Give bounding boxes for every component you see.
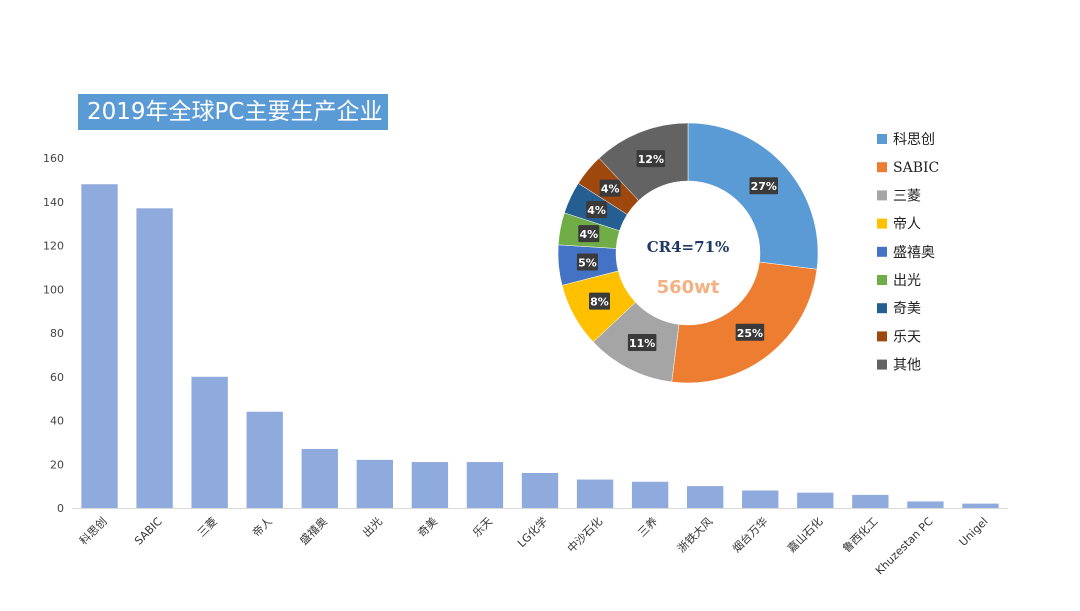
slice-value-label: 8% [590, 296, 609, 309]
bar-中沙石化 [576, 479, 614, 508]
x-tick-label: 嘉山石化 [784, 514, 825, 555]
x-tick-label: 烟台万华 [729, 514, 770, 555]
y-tick-label: 40 [50, 415, 64, 428]
bar-嘉山石化 [797, 492, 834, 508]
legend-swatch [877, 190, 887, 201]
bar-y-axis: 0 20 40 60 80 100 120 140 160 [43, 152, 64, 515]
legend-label: 出光 [893, 273, 921, 289]
x-tick-label: LG化学 [514, 514, 550, 550]
slice-value-label: 4% [579, 228, 598, 241]
legend-label: 科思创 [893, 132, 935, 148]
bar-x-axis: 科思创 SABIC 三菱 帝人 盛禧奥 出光 奇美 乐天 LG化学 中沙石化 三养 浙铁大风 烟台万华嘉… [72, 508, 1008, 578]
legend-label: 乐天 [893, 329, 921, 345]
x-tick-label: 盛禧奥 [297, 514, 330, 547]
slice-label-bg [735, 323, 765, 341]
slice-value-label: 11% [629, 337, 655, 350]
donut-center-total: 560wt [657, 277, 720, 298]
legend-label: SABIC [893, 160, 939, 176]
donut-chart: 27% 25% 11% 8% 5% 4% 4% 4% 12% CR4=71% 560wt [557, 122, 819, 384]
slice-value-label: 4% [587, 204, 606, 217]
x-tick-label: 三养 [635, 514, 660, 539]
x-tick-label: Unigel [957, 515, 991, 549]
slice-label-bg [586, 200, 608, 218]
slice-label-bg [576, 253, 598, 271]
y-tick-label: 0 [57, 502, 64, 515]
donut-center-cr: CR4=71% [647, 238, 730, 256]
x-tick-label: 浙铁大风 [674, 514, 715, 555]
y-tick-label: 80 [50, 327, 64, 340]
slice-label-bg [588, 292, 610, 310]
legend-swatch [877, 218, 887, 229]
y-tick-label: 60 [50, 371, 64, 384]
legend-label: 其他 [893, 358, 921, 374]
x-tick-label: 鲁西化工 [839, 514, 880, 555]
bar-帝人 [246, 411, 283, 508]
chart-title: 2019年全球PC主要生产企业 [78, 94, 388, 130]
bar-三养 [631, 481, 669, 508]
bar-奇美 [411, 462, 449, 508]
legend-swatch [877, 246, 887, 257]
bar-Unigel [962, 503, 999, 508]
legend-label: 奇美 [893, 300, 921, 317]
bar-三菱 [191, 376, 228, 508]
bar-LG化学 [521, 473, 559, 508]
x-tick-label: 出光 [359, 514, 384, 539]
slice-label-bg [599, 179, 621, 197]
slice-label-bg [627, 333, 657, 351]
slice-科思创 [687, 122, 819, 270]
legend-label: 三菱 [893, 188, 921, 204]
bar-series [81, 184, 999, 508]
y-tick-label: 100 [43, 283, 64, 296]
legend-label: 盛禧奥 [893, 244, 935, 261]
x-tick-label: 中沙石化 [564, 514, 605, 555]
bar-烟台万华 [742, 490, 779, 508]
x-tick-label: 帝人 [249, 514, 274, 539]
bar-盛禧奥 [301, 448, 338, 508]
x-tick-label: 乐天 [470, 515, 495, 540]
slice-value-label: 27% [751, 180, 777, 193]
x-tick-label: 奇美 [415, 515, 440, 540]
legend-swatch [877, 134, 887, 144]
slice-label-bg [636, 150, 666, 168]
bar-科思创 [81, 184, 118, 508]
bar-浙铁大风 [687, 486, 724, 508]
legend-swatch [877, 275, 887, 285]
legend-label: 帝人 [893, 217, 921, 233]
x-tick-label: Khuzestan PC [873, 515, 936, 578]
x-tick-label: 科思创 [76, 514, 109, 547]
y-tick-label: 120 [43, 240, 64, 253]
legend-swatch [877, 303, 887, 314]
slice-value-label: 25% [737, 327, 763, 340]
legend-swatch [877, 359, 887, 370]
slice-label-bg [749, 177, 779, 195]
bar-出光 [356, 459, 393, 508]
slice-value-label: 5% [578, 257, 597, 270]
slice-label-bg [578, 225, 600, 243]
y-tick-label: 140 [43, 196, 64, 209]
bar-SABIC [136, 208, 173, 508]
bar-乐天 [466, 462, 504, 508]
x-tick-label: SABIC [132, 515, 165, 548]
y-tick-label: 160 [43, 152, 64, 165]
legend-swatch [877, 331, 887, 342]
slice-value-label: 4% [601, 183, 620, 196]
bar-Khuzestan PC [907, 501, 944, 508]
x-tick-label: 三菱 [195, 515, 220, 540]
legend-swatch [877, 162, 887, 173]
slice-value-label: 12% [638, 153, 664, 166]
bar-鲁西化工 [852, 494, 889, 508]
y-tick-label: 20 [50, 458, 64, 471]
